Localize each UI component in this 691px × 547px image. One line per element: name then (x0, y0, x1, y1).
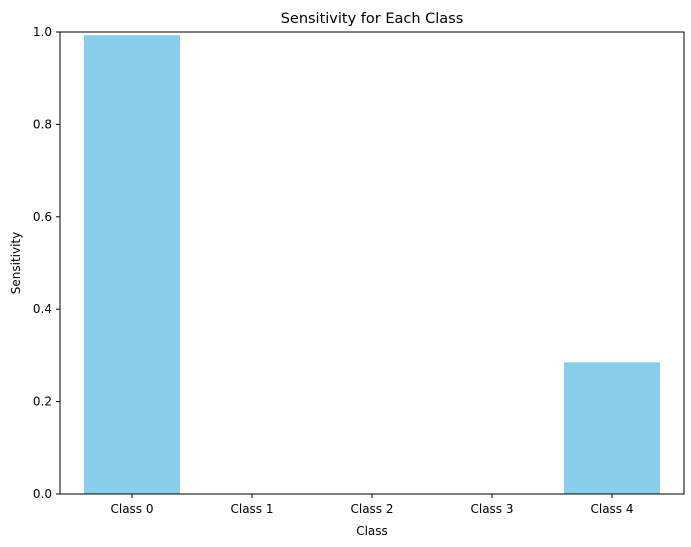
x-tick-label: Class 3 (470, 502, 513, 516)
chart-title: Sensitivity for Each Class (281, 11, 464, 27)
x-axis-label: Class (356, 524, 388, 538)
x-tick-label: Class 4 (590, 502, 633, 516)
bar-class-0 (84, 35, 180, 494)
y-tick-label: 0.4 (33, 302, 52, 316)
bar-group (84, 35, 660, 494)
y-tick-label: 0.6 (33, 210, 52, 224)
bar-class-4 (564, 362, 660, 494)
y-tick-label: 0.2 (33, 395, 52, 409)
y-tick-label: 1.0 (33, 25, 52, 39)
x-tick-label: Class 2 (350, 502, 393, 516)
y-tick-label: 0.0 (33, 487, 52, 501)
y-axis-label: Sensitivity (9, 232, 23, 294)
x-tick-label: Class 0 (110, 502, 153, 516)
x-tick-label: Class 1 (230, 502, 273, 516)
y-axis-ticks: 0.0 0.2 0.4 0.6 0.8 1.0 (33, 25, 60, 501)
x-axis-ticks: Class 0 Class 1 Class 2 Class 3 Class 4 (110, 494, 634, 516)
y-tick-label: 0.8 (33, 117, 52, 131)
